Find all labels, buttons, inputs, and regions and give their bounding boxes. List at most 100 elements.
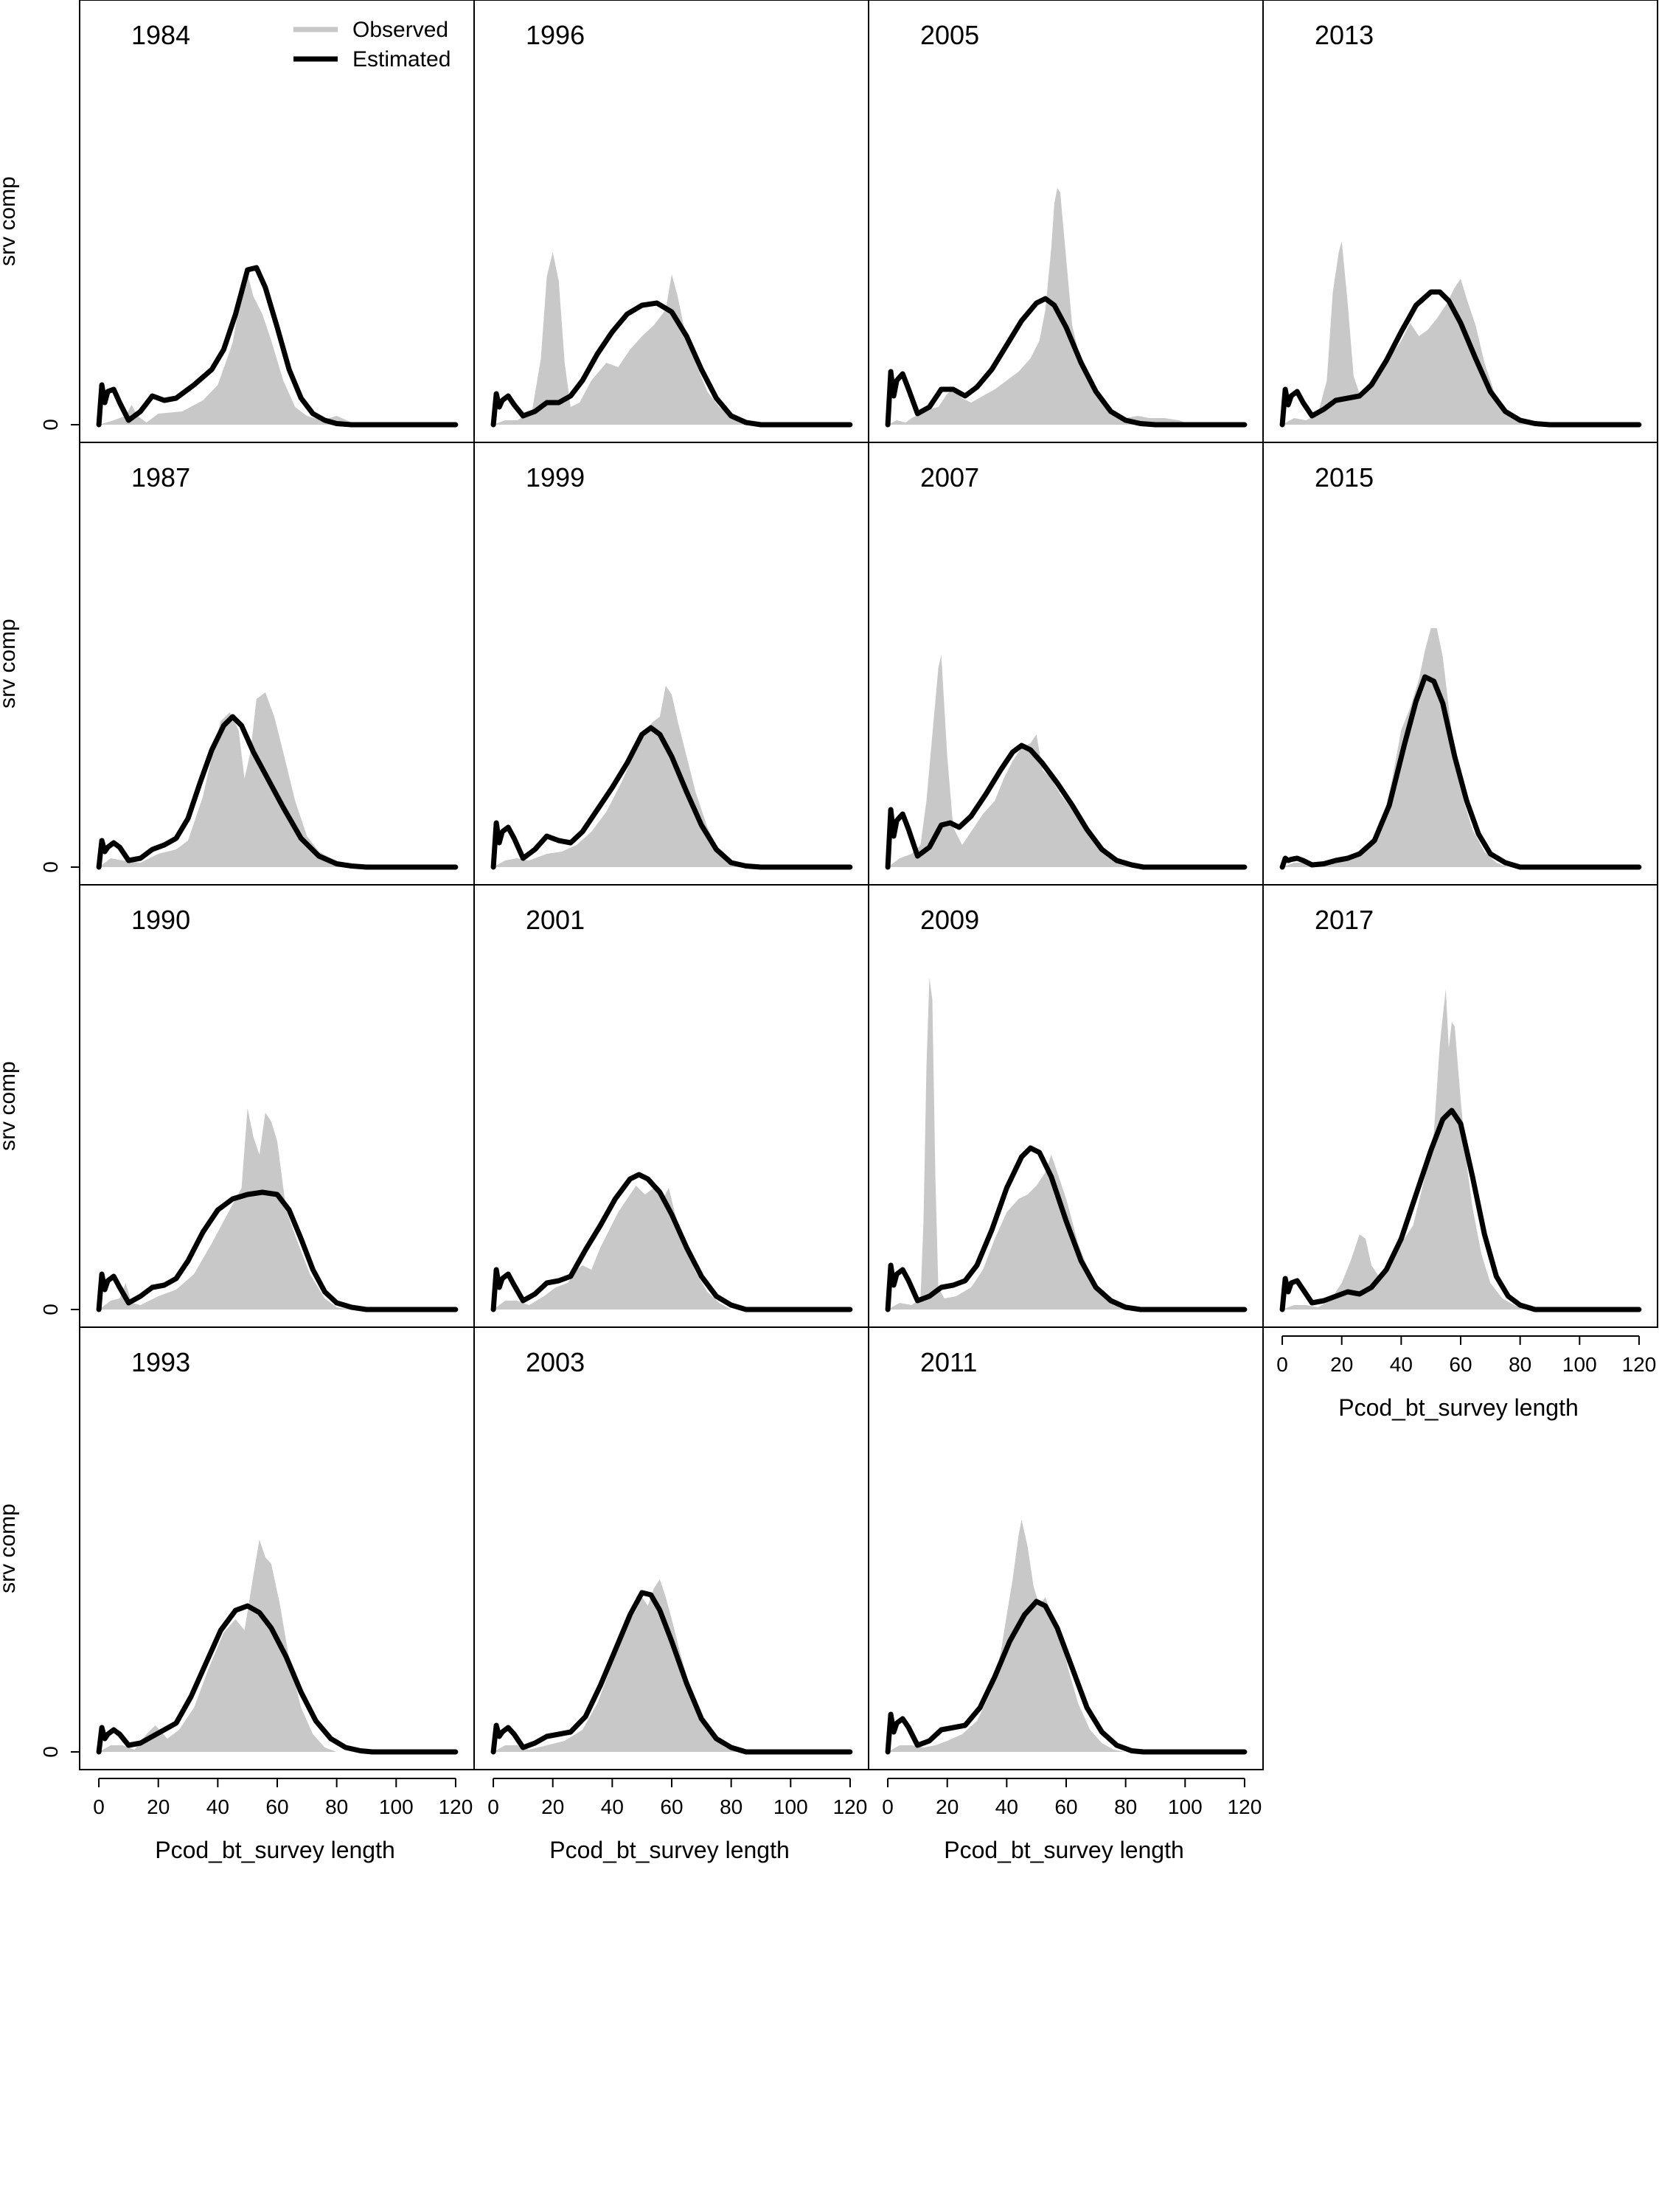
x-tick-label: 20 (147, 1795, 170, 1818)
panel-2015: 2015 (1262, 442, 1658, 886)
panel-1999: 1999 (473, 442, 869, 886)
observed-area-1999 (493, 686, 743, 867)
x-tick-label: 100 (1562, 1353, 1597, 1376)
panel-year-label: 2013 (1315, 20, 1374, 50)
x-tick-label: 20 (1330, 1353, 1353, 1376)
panel-2001: 2001 (473, 884, 869, 1328)
x-tick-label: 40 (206, 1795, 229, 1818)
x-tick-label: 0 (1276, 1353, 1288, 1376)
estimated-line-1999 (490, 725, 853, 870)
panel-year-label: 1984 (131, 20, 190, 50)
panel-year-label: 2001 (526, 905, 585, 935)
observed-area-2013 (1282, 241, 1532, 425)
x-tick-label: 60 (1449, 1353, 1472, 1376)
x-axis-label: Pcod_bt_survey length (944, 1837, 1184, 1863)
observed-area-2003 (493, 1579, 737, 1752)
panel-frame-2011 (868, 1326, 1264, 1770)
panel-2017: 2017 0 20 40 60 80 100 120 Pcod_bt_survey length (1262, 884, 1658, 1421)
y-axis-label: srv comp (0, 1503, 20, 1593)
panel-2007: 2007 (868, 442, 1264, 886)
legend: Observed Estimated (293, 18, 451, 72)
x-tick-label: 120 (833, 1795, 868, 1818)
panel-year-label: 2009 (920, 905, 979, 935)
estimated-line-2015 (1279, 674, 1642, 870)
x-tick-label: 80 (325, 1795, 348, 1818)
x-tick-label: 0 (93, 1795, 105, 1818)
x-tick-label: 80 (720, 1795, 742, 1818)
y-tick-label: 0 (39, 1304, 62, 1315)
estimated-line-2005 (885, 296, 1248, 428)
y-axis-label: srv comp (0, 1061, 20, 1151)
x-tick-label: 40 (601, 1795, 624, 1818)
x-tick-label: 100 (1168, 1795, 1203, 1818)
y-tick-label: 0 (39, 861, 62, 873)
panel-1996: 1996 (473, 0, 869, 443)
panel-year-label: 2011 (920, 1347, 977, 1377)
estimated-line-1993 (96, 1603, 459, 1755)
observed-area-1987 (99, 692, 352, 867)
y-tick-label: 0 (39, 419, 62, 431)
x-tick-label: 60 (660, 1795, 683, 1818)
x-axis-label: Pcod_bt_survey length (549, 1837, 790, 1863)
panel-1993: 1993 0 srv comp 0 20 40 60 80 100 120 Pcod_bt_surv… (0, 1326, 475, 1863)
x-tick-label: 100 (379, 1795, 414, 1818)
observed-area-2005 (888, 188, 1197, 425)
estimated-line-2017 (1279, 1107, 1642, 1312)
observed-area-2007 (888, 655, 1132, 867)
x-axis-label: Pcod_bt_survey length (155, 1837, 395, 1863)
estimated-line-1987 (96, 714, 459, 870)
observed-area-2011 (888, 1520, 1126, 1752)
x-tick-label: 120 (439, 1795, 473, 1818)
panel-2013: 2013 (1262, 0, 1658, 443)
panel-year-label: 2017 (1315, 905, 1374, 935)
panel-2003: 2003 0 20 40 60 80 100 120 Pcod_bt_survey length (473, 1326, 869, 1863)
x-tick-label: 120 (1228, 1795, 1262, 1818)
x-tick-label: 40 (995, 1795, 1018, 1818)
panel-year-label: 2015 (1315, 462, 1374, 493)
panel-year-label: 2003 (526, 1347, 585, 1377)
x-tick-label: 80 (1509, 1353, 1531, 1376)
observed-area-1993 (99, 1540, 337, 1752)
x-tick-label: 60 (265, 1795, 288, 1818)
legend-observed-label: Observed (352, 18, 448, 42)
estimated-line-1984 (96, 265, 459, 428)
estimated-line-2001 (490, 1172, 853, 1312)
estimated-line-2003 (490, 1590, 853, 1755)
observed-area-1990 (99, 1108, 352, 1310)
y-axis-label: srv comp (0, 619, 20, 709)
y-tick-label: 0 (39, 1746, 62, 1758)
observed-area-1996 (493, 252, 755, 425)
panel-1987: 1987 0 srv comp (0, 442, 475, 886)
observed-area-2009 (888, 978, 1126, 1310)
panel-2011: 2011 0 20 40 60 80 100 120 Pcod_bt_survey length (868, 1326, 1264, 1863)
panel-2005: 2005 (868, 0, 1264, 443)
panel-frame-2017 (1262, 884, 1658, 1328)
x-axis-label: Pcod_bt_survey length (1338, 1394, 1579, 1421)
panel-year-label: 2005 (920, 20, 979, 50)
legend-estimated-label: Estimated (352, 47, 451, 72)
panel-year-label: 1987 (131, 462, 190, 493)
x-tick-label: 20 (936, 1795, 959, 1818)
estimated-line-2007 (885, 742, 1248, 870)
panel-year-label: 1999 (526, 462, 585, 493)
x-tick-label: 80 (1114, 1795, 1137, 1818)
y-axis-label: srv comp (0, 176, 20, 266)
panel-year-label: 1993 (131, 1347, 190, 1377)
estimated-line-1996 (490, 300, 853, 428)
panel-year-label: 1996 (526, 20, 585, 50)
panel-1990: 1990 0 srv comp (0, 884, 475, 1328)
x-tick-label: 120 (1622, 1353, 1657, 1376)
estimated-line-2013 (1279, 289, 1642, 428)
panel-year-label: 1990 (131, 905, 190, 935)
observed-area-2017 (1282, 989, 1526, 1310)
x-tick-label: 0 (882, 1795, 894, 1818)
x-tick-label: 0 (487, 1795, 499, 1818)
observed-area-2015 (1282, 628, 1509, 867)
estimated-line-1990 (96, 1189, 459, 1312)
panel-2009: 2009 (868, 884, 1264, 1328)
x-tick-label: 20 (541, 1795, 564, 1818)
estimated-line-2009 (885, 1145, 1248, 1312)
panel-year-label: 2007 (920, 462, 979, 493)
x-tick-label: 60 (1054, 1795, 1077, 1818)
